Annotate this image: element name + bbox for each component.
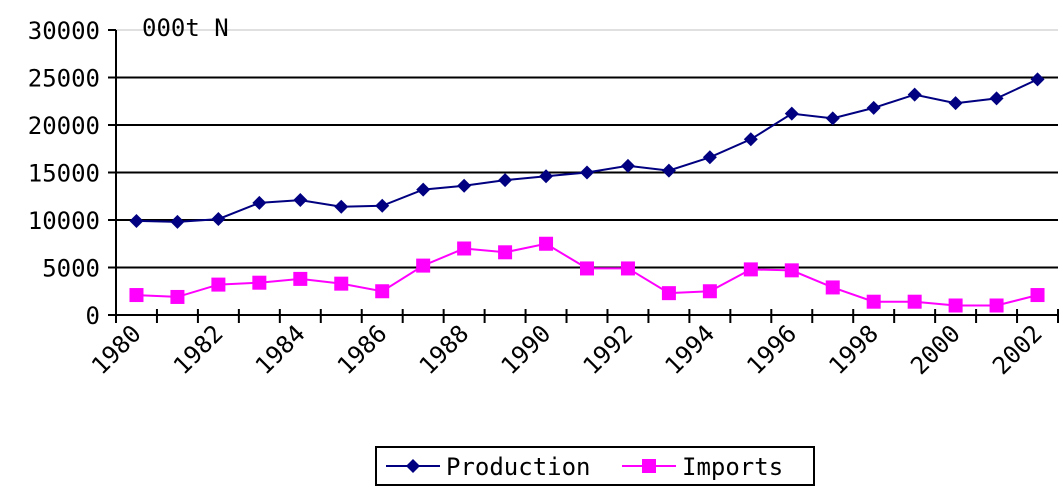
- legend-frame: [375, 446, 815, 486]
- imports-point: [866, 294, 881, 309]
- production-point: [539, 169, 554, 184]
- production-point: [784, 106, 799, 121]
- x-tick-label: 1998: [823, 319, 884, 380]
- y-tick-labels: 0 5000 10000 15000 20000 25000 30000: [28, 17, 100, 330]
- production-point: [702, 150, 717, 165]
- axes: [108, 29, 1059, 323]
- imports-point: [989, 298, 1004, 313]
- imports-point: [620, 261, 635, 276]
- production-point: [661, 163, 676, 178]
- x-tick-label: 1996: [741, 319, 802, 380]
- imports-point: [293, 271, 308, 286]
- imports-point: [375, 284, 390, 299]
- production-point: [252, 195, 267, 210]
- production-point: [580, 165, 594, 180]
- imports-point: [784, 263, 799, 278]
- production-point: [743, 132, 758, 147]
- unit-label: 000t N: [142, 14, 229, 42]
- x-tick-label: 2002: [987, 319, 1048, 380]
- legend-marker-production: [406, 459, 420, 473]
- imports-point: [580, 261, 594, 276]
- production-point: [457, 178, 472, 193]
- y-tick-label: 20000: [28, 112, 100, 140]
- production-point: [293, 193, 308, 208]
- series: [129, 72, 1045, 313]
- x-tick-label: 1988: [414, 319, 475, 380]
- legend-marker-imports: [642, 459, 656, 473]
- production-point: [620, 158, 635, 173]
- imports-point: [252, 275, 267, 290]
- production-point: [825, 111, 840, 126]
- x-tick-label: 1992: [578, 319, 639, 380]
- production-point: [334, 199, 349, 214]
- y-tick-label: 5000: [42, 255, 100, 283]
- imports-point: [334, 276, 349, 291]
- production-point: [211, 212, 226, 227]
- x-tick-label: 1994: [659, 319, 720, 380]
- production-point: [129, 213, 144, 228]
- legend-label-production: Production: [446, 453, 591, 481]
- production-line: [136, 78, 1038, 223]
- production-point: [498, 173, 513, 188]
- x-tick-label: 1982: [168, 319, 229, 380]
- imports-point: [743, 262, 758, 277]
- imports-point: [825, 280, 840, 295]
- y-tick-label: 15000: [28, 160, 100, 188]
- production-point: [375, 198, 390, 213]
- production-point: [1030, 72, 1045, 87]
- imports-point: [539, 236, 554, 251]
- x-tick-label: 1984: [250, 319, 311, 380]
- production-point: [170, 214, 185, 229]
- imports-point: [416, 258, 431, 273]
- x-tick-labels: 1980 1982 1984 1986 1988 1990 1992 1994 1996 1998…: [86, 319, 1048, 380]
- gridlines: [116, 29, 1058, 269]
- imports-point: [129, 288, 144, 303]
- production-point: [416, 182, 431, 197]
- production-point: [907, 87, 922, 102]
- production-point: [989, 91, 1004, 106]
- y-tick-label: 10000: [28, 207, 100, 235]
- imports-point: [661, 286, 676, 301]
- legend-label-imports: Imports: [682, 453, 783, 481]
- imports-point: [498, 245, 513, 260]
- production-point: [866, 100, 881, 115]
- imports-point: [1030, 288, 1045, 303]
- x-tick-label: 1990: [496, 319, 557, 380]
- imports-point: [170, 289, 185, 304]
- y-tick-label: 0: [86, 302, 100, 330]
- y-tick-label: 30000: [28, 17, 100, 45]
- imports-point: [211, 277, 226, 292]
- imports-point: [907, 294, 922, 309]
- production-point: [948, 96, 963, 111]
- y-tick-label: 25000: [28, 65, 100, 93]
- imports-point: [702, 284, 717, 299]
- legend: Production Imports: [375, 446, 815, 486]
- x-tick-label: 1986: [332, 319, 393, 380]
- imports-point: [457, 241, 472, 256]
- imports-point: [948, 298, 963, 313]
- x-tick-label: 2000: [905, 319, 966, 380]
